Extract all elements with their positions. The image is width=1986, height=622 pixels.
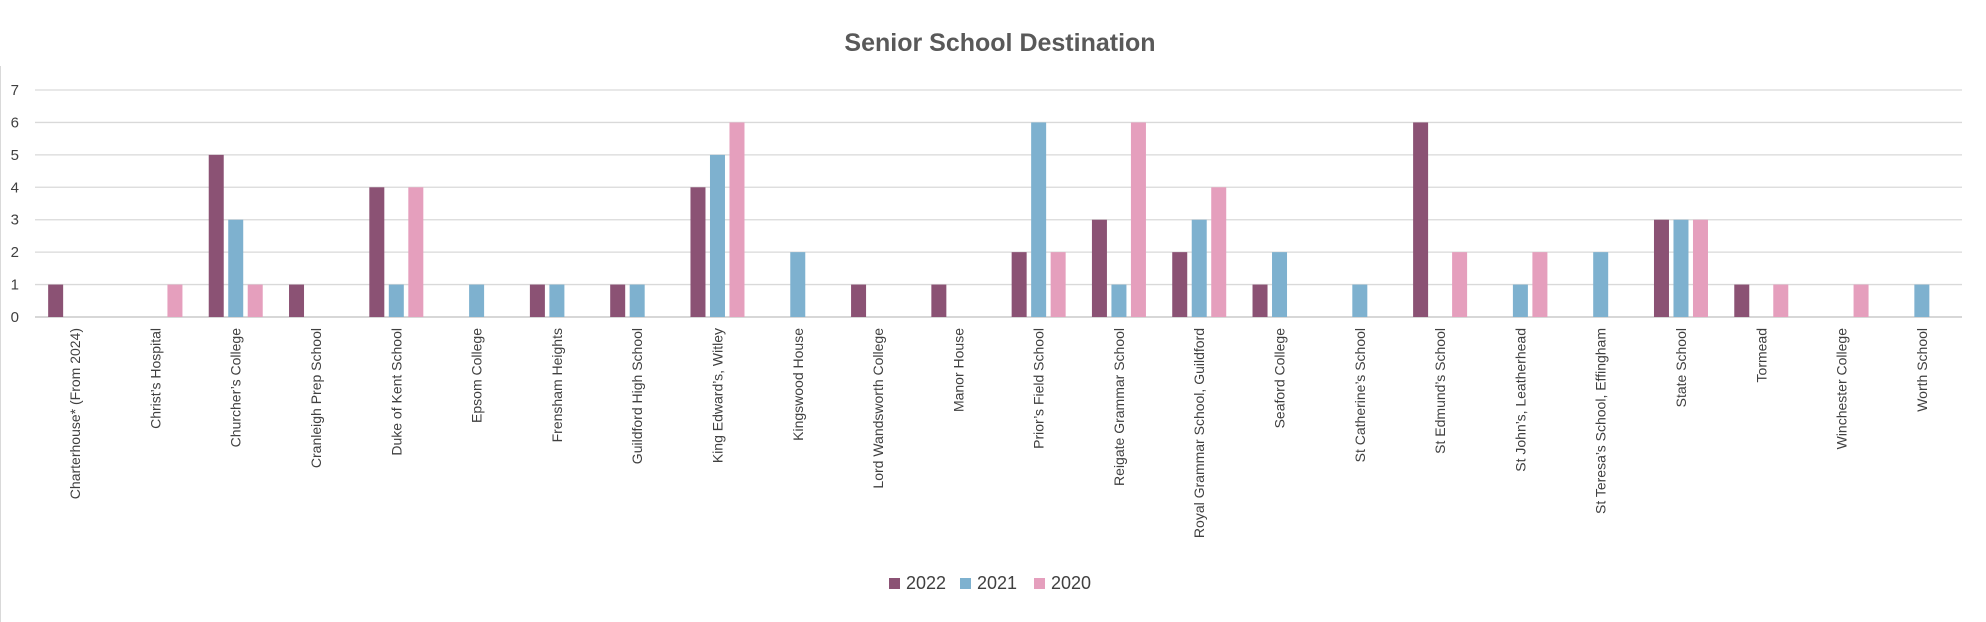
bar — [1773, 284, 1789, 317]
y-tick-label: 5 — [11, 147, 19, 164]
bar — [1452, 252, 1468, 317]
bar — [469, 284, 485, 317]
bars — [48, 122, 1930, 317]
x-tick-label: Duke of Kent School — [388, 328, 404, 456]
bar — [790, 252, 806, 317]
bar — [629, 284, 645, 317]
legend-label: 2022 — [906, 573, 946, 593]
bar — [709, 154, 725, 317]
legend: 2022 2021 2020 — [889, 573, 1091, 593]
bar — [529, 284, 545, 317]
bar — [1593, 252, 1609, 317]
legend-swatch — [960, 578, 971, 589]
legend-item: 2022 — [889, 573, 946, 593]
bar — [1172, 252, 1188, 317]
x-tick-label: Winchester College — [1834, 328, 1850, 450]
x-tick-label: St Catherine’s School — [1352, 328, 1368, 462]
bar — [1211, 187, 1227, 317]
chart-title: Senior School Destination — [844, 29, 1155, 57]
bar — [289, 284, 305, 317]
legend-label: 2020 — [1051, 573, 1091, 593]
x-tick-label: Charterhouse* (From 2024) — [67, 328, 83, 499]
bar — [1653, 219, 1669, 317]
chart-frame-left-border — [0, 66, 1, 622]
gridlines — [35, 89, 1962, 318]
bar — [1532, 252, 1548, 317]
bar — [48, 284, 64, 317]
y-tick-label: 0 — [11, 309, 19, 326]
legend-item: 2020 — [1034, 573, 1091, 593]
y-tick-label: 6 — [11, 114, 19, 131]
y-tick-label: 3 — [11, 212, 19, 229]
bar — [1011, 252, 1027, 317]
y-tick-label: 4 — [11, 179, 19, 196]
x-tick-label: Seaford College — [1272, 328, 1288, 429]
legend-item: 2021 — [960, 573, 1017, 593]
bar — [931, 284, 947, 317]
bar — [1111, 284, 1127, 317]
x-axis-tick-labels: Charterhouse* (From 2024) Christ’s Hospit… — [67, 328, 1930, 538]
bar — [247, 284, 263, 317]
bar — [1130, 122, 1146, 317]
bar — [1413, 122, 1429, 317]
bar — [369, 187, 385, 317]
x-tick-label: Lord Wandsworth College — [870, 328, 886, 489]
bar — [549, 284, 565, 317]
bar — [1692, 219, 1708, 317]
y-tick-label: 1 — [11, 277, 19, 294]
bar — [208, 154, 224, 317]
x-tick-label: Tormead — [1753, 328, 1769, 382]
bar — [1272, 252, 1288, 317]
bar — [1191, 219, 1207, 317]
x-tick-label: Worth School — [1914, 328, 1930, 412]
x-tick-label: Frensham Heights — [549, 328, 565, 442]
x-tick-label: State School — [1673, 328, 1689, 407]
bar — [167, 284, 183, 317]
bar — [1673, 219, 1689, 317]
y-tick-label: 2 — [11, 244, 19, 261]
x-tick-label: Epsom College — [469, 328, 485, 423]
x-tick-label: Manor House — [950, 328, 966, 412]
bar — [1031, 122, 1047, 317]
x-tick-label: King Edward’s, Witley — [709, 328, 725, 463]
bar — [1091, 219, 1107, 317]
bar — [1734, 284, 1750, 317]
bar — [851, 284, 867, 317]
legend-swatch — [1034, 578, 1045, 589]
x-tick-label: Guildford High School — [629, 328, 645, 464]
bar — [1352, 284, 1368, 317]
legend-label: 2021 — [977, 573, 1017, 593]
x-tick-label: Churcher’s College — [228, 328, 244, 448]
x-tick-label: Reigate Grammar School — [1111, 328, 1127, 486]
bar — [388, 284, 404, 317]
bar — [1252, 284, 1268, 317]
x-tick-label: St John’s, Leatherhead — [1512, 328, 1528, 472]
bar — [228, 219, 244, 317]
x-tick-label: Christ’s Hospital — [147, 328, 163, 429]
bar — [408, 187, 424, 317]
bar — [1050, 252, 1066, 317]
y-axis-tick-labels: 0 1 2 3 4 5 6 7 — [11, 82, 19, 326]
x-tick-label: Prior’s Field School — [1031, 328, 1047, 449]
x-tick-label: Royal Grammar School, Guildford — [1191, 328, 1207, 538]
bar — [1512, 284, 1528, 317]
x-tick-label: St Teresa’s School, Effingham — [1593, 328, 1609, 514]
bar — [729, 122, 745, 317]
y-tick-label: 7 — [11, 82, 19, 99]
bar — [1914, 284, 1930, 317]
x-tick-label: Kingswood House — [790, 328, 806, 441]
bar — [610, 284, 626, 317]
legend-swatch — [889, 578, 900, 589]
x-tick-label: St Edmund’s School — [1432, 328, 1448, 454]
bar — [1853, 284, 1869, 317]
bar — [690, 187, 706, 317]
x-tick-label: Cranleigh Prep School — [308, 328, 324, 468]
